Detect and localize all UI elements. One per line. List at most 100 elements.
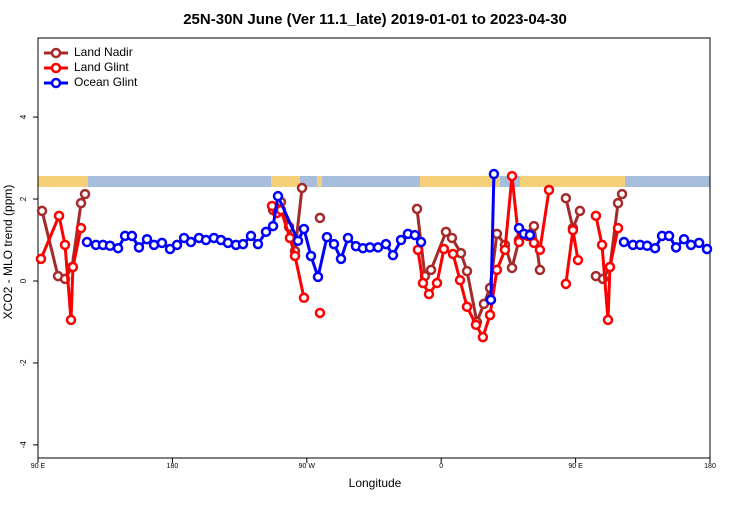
data-point — [314, 307, 326, 319]
legend-marker — [50, 62, 62, 74]
data-point — [488, 168, 500, 180]
data-point — [534, 244, 546, 256]
x-axis-label: Longitude — [349, 476, 402, 490]
series-line — [489, 174, 496, 300]
data-point — [461, 265, 473, 277]
data-point — [112, 242, 124, 254]
data-point — [670, 242, 682, 253]
data-point — [534, 264, 546, 276]
chart-title: 25N-30N June (Ver 11.1_late) 2019-01-01 … — [183, 11, 567, 28]
data-point — [524, 229, 536, 241]
data-point — [272, 190, 284, 202]
x-tick-label: 90 W — [299, 463, 316, 470]
data-point — [79, 188, 91, 200]
data-point — [485, 294, 497, 306]
data-point — [685, 239, 697, 251]
data-point — [267, 220, 279, 232]
data-point — [126, 230, 138, 242]
data-point — [506, 170, 518, 182]
y-tick-label: 4 — [19, 114, 28, 119]
y-tick-label: 0 — [19, 278, 28, 283]
data-point — [491, 264, 503, 276]
data-point — [484, 309, 496, 321]
data-point — [222, 237, 234, 249]
legend-marker — [50, 47, 62, 59]
data-point — [141, 233, 153, 245]
data-point — [572, 254, 584, 266]
data-point — [604, 261, 616, 273]
data-point — [75, 222, 87, 234]
data-point — [425, 264, 437, 276]
data-point — [395, 234, 407, 246]
data-point — [298, 292, 310, 304]
data-point — [438, 243, 450, 255]
data-point — [104, 240, 116, 251]
data-point — [596, 239, 608, 251]
y-tick-label: -2 — [19, 359, 28, 367]
data-point — [314, 212, 326, 224]
data-point — [560, 278, 572, 290]
data-point — [289, 250, 301, 262]
land-band — [420, 176, 500, 187]
series — [36, 182, 628, 328]
data-point — [447, 248, 459, 260]
data-point — [245, 230, 257, 242]
data-point — [454, 274, 466, 286]
data-point — [387, 249, 399, 261]
data-point — [678, 233, 690, 245]
data-point — [133, 242, 145, 253]
x-tick-label: 90 E — [31, 463, 46, 470]
data-point — [567, 224, 579, 236]
data-point — [67, 261, 79, 273]
data-point — [470, 319, 482, 331]
data-point — [616, 188, 628, 200]
data-point — [409, 229, 421, 241]
series — [35, 170, 624, 343]
data-point — [305, 250, 317, 262]
data-point — [35, 253, 47, 265]
data-point — [612, 197, 624, 209]
data-point — [75, 197, 87, 209]
data-point — [440, 226, 452, 238]
data-point — [431, 277, 443, 289]
data-point — [499, 244, 511, 256]
data-point — [663, 230, 675, 242]
data-point — [171, 239, 183, 251]
data-point — [461, 301, 473, 313]
ocean-band — [38, 176, 710, 187]
x-tick-label: 0 — [439, 463, 443, 470]
land-band — [317, 176, 322, 187]
legend-label: Ocean Glint — [74, 75, 138, 89]
data-point — [296, 182, 308, 194]
data-point — [380, 238, 392, 250]
data-point — [574, 205, 586, 217]
data-point — [298, 223, 310, 235]
data-point — [364, 242, 376, 253]
land-ocean-strip — [38, 176, 710, 187]
x-tick-label: 180 — [704, 463, 716, 470]
data-point — [590, 210, 602, 222]
data-point — [477, 331, 489, 343]
data-point — [513, 236, 525, 248]
data-point — [602, 314, 614, 326]
data-point — [618, 236, 630, 248]
y-axis-label: XCO2 - MLO trend (ppm) — [1, 185, 15, 320]
data-point — [59, 239, 71, 251]
data-point — [446, 232, 458, 244]
data-point — [543, 184, 555, 196]
data-point — [342, 232, 354, 244]
data-point — [260, 226, 272, 238]
data-point — [560, 192, 572, 204]
series-line — [415, 208, 542, 328]
data-point — [36, 205, 48, 217]
data-point — [156, 237, 168, 249]
series-line — [39, 210, 83, 321]
data-point — [528, 220, 540, 232]
legend-label: Land Nadir — [74, 45, 133, 59]
y-tick-label: 2 — [19, 196, 28, 201]
series — [81, 168, 713, 306]
data-point — [612, 222, 624, 234]
x-tick-label: 90 E — [568, 463, 583, 470]
data-point — [411, 203, 423, 215]
